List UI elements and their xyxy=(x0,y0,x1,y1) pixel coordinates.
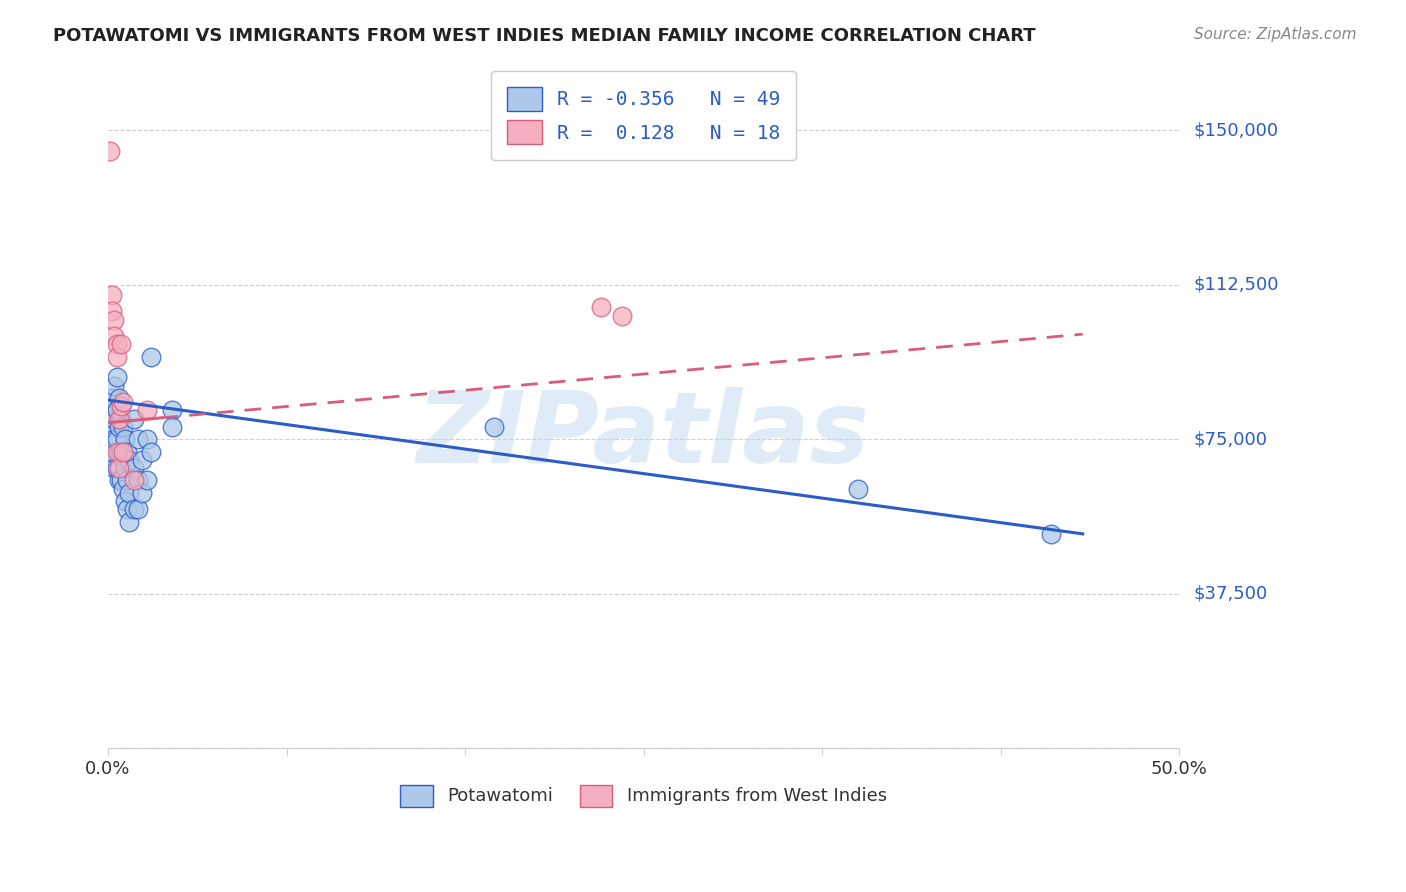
Point xyxy=(162,419,184,434)
Point xyxy=(118,515,141,529)
Point xyxy=(117,502,139,516)
Point xyxy=(122,502,145,516)
Point xyxy=(127,432,149,446)
Point xyxy=(162,403,184,417)
Point xyxy=(105,370,128,384)
Point xyxy=(122,474,145,488)
Point xyxy=(114,432,136,446)
Text: $37,500: $37,500 xyxy=(1194,584,1267,603)
Point xyxy=(105,403,128,417)
Point xyxy=(846,482,869,496)
Point xyxy=(103,378,125,392)
Point xyxy=(98,419,121,434)
Point xyxy=(1039,527,1062,541)
Point xyxy=(103,432,125,446)
Point xyxy=(610,309,633,323)
Point xyxy=(103,329,125,343)
Point xyxy=(110,337,132,351)
Point xyxy=(111,395,134,409)
Point xyxy=(101,304,124,318)
Point xyxy=(103,411,125,425)
Point xyxy=(135,403,157,417)
Point xyxy=(105,444,128,458)
Point xyxy=(131,485,153,500)
Point xyxy=(110,399,132,413)
Text: $112,500: $112,500 xyxy=(1194,276,1278,293)
Point xyxy=(107,474,129,488)
Point xyxy=(110,444,132,458)
Point xyxy=(101,288,124,302)
Point xyxy=(111,419,134,434)
Point xyxy=(482,419,505,434)
Point xyxy=(105,432,128,446)
Text: Source: ZipAtlas.com: Source: ZipAtlas.com xyxy=(1194,27,1357,42)
Point xyxy=(107,391,129,405)
Point xyxy=(117,444,139,458)
Point xyxy=(111,482,134,496)
Point xyxy=(111,444,134,458)
Point xyxy=(135,432,157,446)
Point xyxy=(105,350,128,364)
Legend: Potawatomi, Immigrants from West Indies: Potawatomi, Immigrants from West Indies xyxy=(392,777,894,814)
Point xyxy=(101,419,124,434)
Point xyxy=(589,301,612,315)
Point xyxy=(107,461,129,475)
Point xyxy=(111,452,134,467)
Point xyxy=(103,312,125,326)
Point xyxy=(107,419,129,434)
Point xyxy=(110,474,132,488)
Point xyxy=(127,502,149,516)
Point xyxy=(101,444,124,458)
Point xyxy=(139,350,162,364)
Point xyxy=(131,452,153,467)
Point xyxy=(107,411,129,425)
Text: $150,000: $150,000 xyxy=(1194,121,1278,139)
Text: $75,000: $75,000 xyxy=(1194,430,1267,448)
Point xyxy=(105,337,128,351)
Point xyxy=(110,411,132,425)
Point xyxy=(122,461,145,475)
Point xyxy=(114,461,136,475)
Point xyxy=(103,461,125,475)
Point xyxy=(105,461,128,475)
Point xyxy=(101,391,124,405)
Point xyxy=(98,403,121,417)
Point xyxy=(127,474,149,488)
Point xyxy=(135,474,157,488)
Point xyxy=(118,485,141,500)
Point xyxy=(118,452,141,467)
Point xyxy=(122,411,145,425)
Point xyxy=(139,444,162,458)
Point xyxy=(98,144,121,158)
Point xyxy=(107,444,129,458)
Point xyxy=(114,494,136,508)
Text: ZIPatlas: ZIPatlas xyxy=(418,387,870,484)
Point xyxy=(117,474,139,488)
Text: POTAWATOMI VS IMMIGRANTS FROM WEST INDIES MEDIAN FAMILY INCOME CORRELATION CHART: POTAWATOMI VS IMMIGRANTS FROM WEST INDIE… xyxy=(53,27,1036,45)
